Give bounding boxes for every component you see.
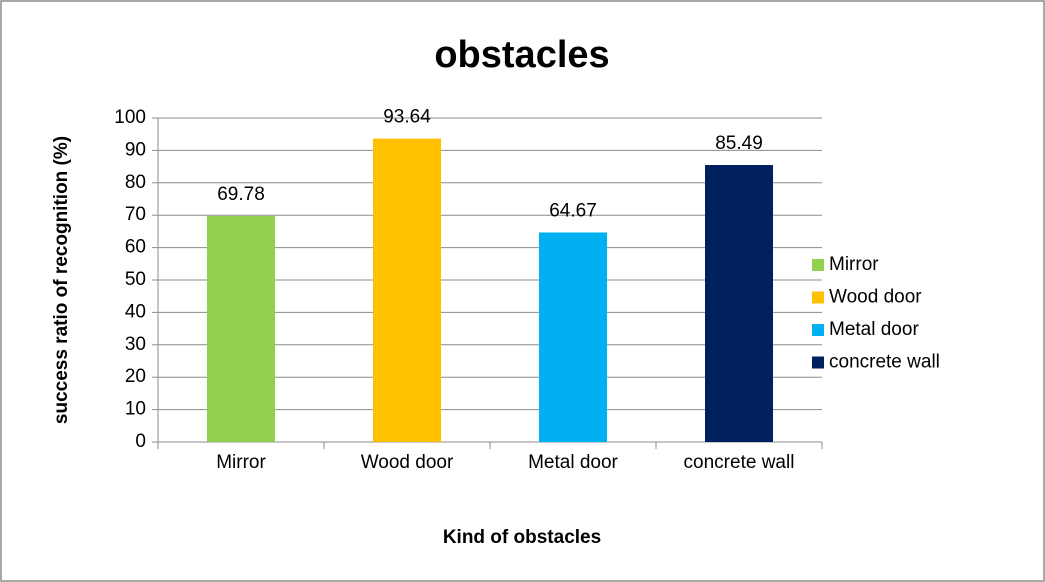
legend-swatch: [812, 356, 824, 369]
bar: [207, 215, 275, 442]
y-tick-label: 90: [125, 139, 146, 160]
data-label: 69.78: [217, 184, 265, 205]
legend-label: Metal door: [829, 319, 919, 340]
bar: [539, 232, 607, 442]
x-tick-label: concrete wall: [684, 452, 795, 473]
bar: [373, 138, 441, 443]
legend-swatch: [812, 291, 824, 304]
y-tick-label: 20: [125, 366, 146, 387]
x-tick-label: Mirror: [216, 452, 266, 473]
legend-label: Mirror: [829, 254, 879, 275]
chart-title: obstacles: [434, 34, 609, 76]
y-tick-label: 0: [135, 431, 146, 452]
legend-swatch: [812, 324, 824, 336]
y-tick-label: 40: [125, 301, 146, 322]
y-tick-label: 10: [125, 399, 146, 420]
legend-label: Wood door: [829, 287, 922, 308]
legend-swatch: [812, 259, 824, 271]
data-label: 85.49: [715, 133, 763, 154]
x-tick-label: Wood door: [361, 452, 454, 473]
y-tick-label: 100: [114, 107, 146, 128]
y-tick-label: 80: [125, 172, 146, 193]
y-tick-label: 60: [125, 237, 146, 258]
data-label: 64.67: [549, 200, 597, 221]
y-tick-label: 70: [125, 204, 146, 225]
data-label: 93.64: [383, 107, 431, 128]
y-tick-label: 30: [125, 334, 146, 355]
x-tick-label: Metal door: [528, 452, 618, 473]
y-tick-label: 50: [125, 269, 146, 290]
y-axis-label: success ratio of recognition (%): [51, 136, 72, 424]
x-axis-label: Kind of obstacles: [443, 527, 601, 548]
bar: [705, 165, 773, 443]
legend-label: concrete wall: [829, 352, 940, 373]
